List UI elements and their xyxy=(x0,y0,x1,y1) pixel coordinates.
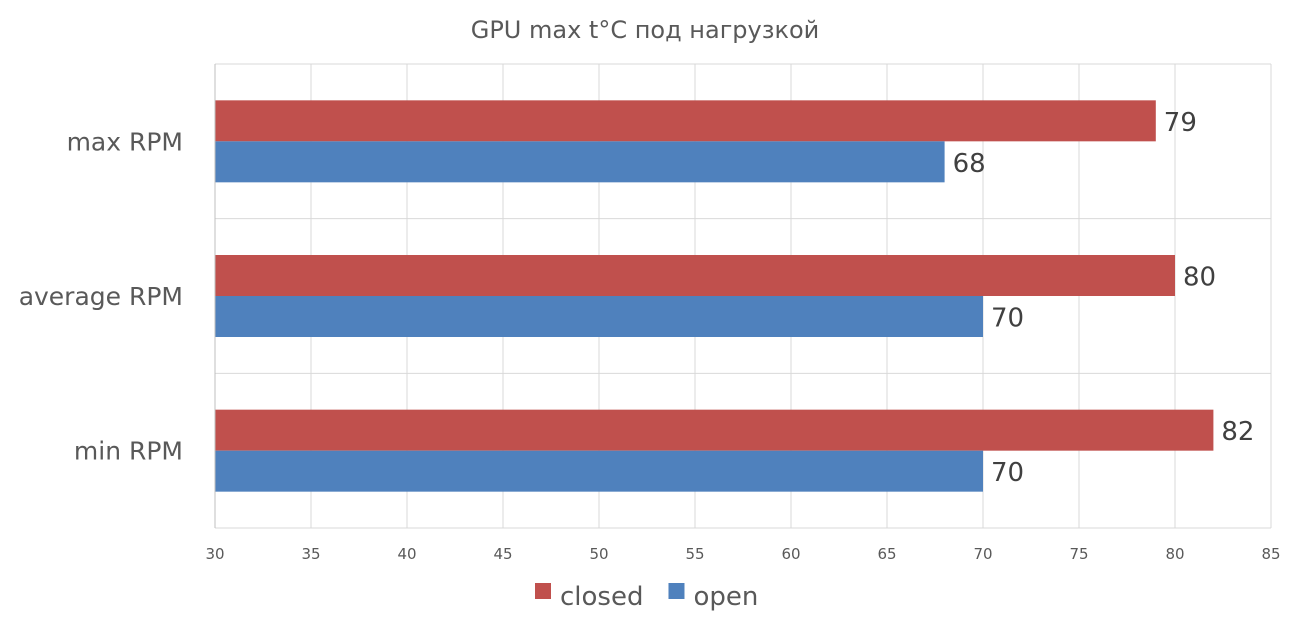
x-tick-label: 45 xyxy=(493,545,512,563)
bars: 79 68 80 70 82 70 xyxy=(215,100,1254,492)
legend-label-open: open xyxy=(693,582,758,612)
x-tick-label: 50 xyxy=(589,545,608,563)
bar-open xyxy=(215,450,983,492)
bar-closed xyxy=(215,255,1175,296)
category-label: average RPM xyxy=(19,282,183,311)
chart-title: GPU max t°C под нагрузкой xyxy=(471,16,820,44)
x-tick-label: 30 xyxy=(205,545,224,563)
x-tick-label: 75 xyxy=(1069,545,1088,563)
data-label: 70 xyxy=(991,458,1024,488)
x-tick-label: 70 xyxy=(973,545,992,563)
data-label: 79 xyxy=(1164,108,1197,138)
x-tick-label: 80 xyxy=(1165,545,1184,563)
data-label: 70 xyxy=(991,304,1024,334)
data-label: 80 xyxy=(1183,263,1216,293)
bar-closed xyxy=(215,100,1156,142)
legend: closed open xyxy=(535,582,758,612)
category-label: min RPM xyxy=(74,437,183,466)
data-label: 82 xyxy=(1221,417,1254,447)
legend-swatch-open xyxy=(668,583,685,599)
bar-closed xyxy=(215,409,1214,451)
axis: 30 35 40 45 50 55 60 65 70 75 80 85 max RPM average R… xyxy=(19,64,1281,563)
category-label: max RPM xyxy=(67,127,183,156)
x-tick-label: 85 xyxy=(1261,545,1280,563)
x-tick-label: 35 xyxy=(301,545,320,563)
data-label: 68 xyxy=(953,149,986,179)
legend-label-closed: closed xyxy=(560,582,643,612)
x-tick-label: 40 xyxy=(397,545,416,563)
bar-open xyxy=(215,296,983,337)
legend-swatch-closed xyxy=(535,583,551,599)
x-tick-label: 55 xyxy=(685,545,704,563)
bar-open xyxy=(215,141,945,183)
x-tick-label: 60 xyxy=(781,545,800,563)
x-tick-label: 65 xyxy=(877,545,896,563)
